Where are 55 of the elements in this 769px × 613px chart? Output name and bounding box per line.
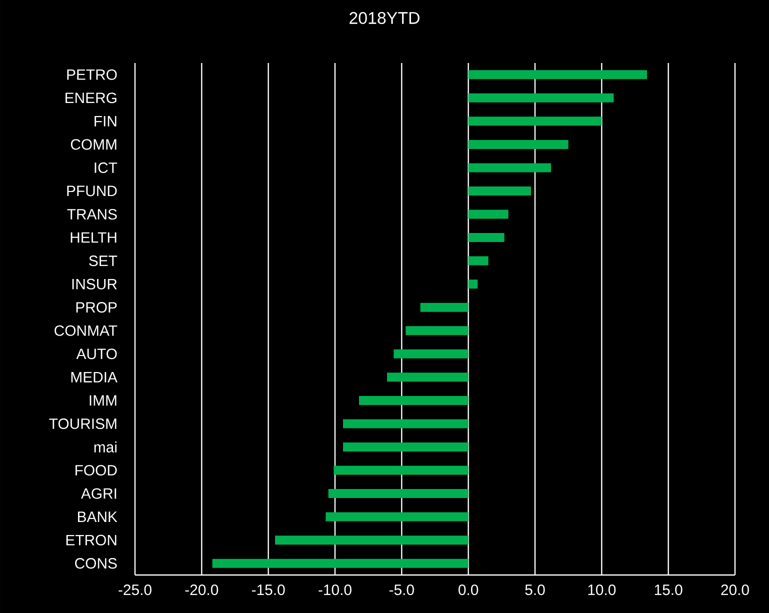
y-tick-label: TRANS [67,208,117,220]
bar [468,140,568,149]
y-tick-label: INSUR [72,278,117,290]
bar [387,372,468,382]
bar [343,442,468,452]
bar [406,326,468,336]
x-tick-label: -15.0 [252,584,285,596]
bar [468,116,602,126]
x-tick-label: 15.0 [654,584,682,596]
y-tick-label: mai [94,442,116,452]
y-tick-label: MEDIA [71,372,118,382]
bar [343,419,468,428]
y-tick-label: AGRI [80,488,116,499]
bar [468,93,614,102]
bar [468,233,504,242]
bar [275,536,468,545]
x-tick-label: -10.0 [318,584,352,596]
y-tick-label: FIN [94,116,116,126]
bar [468,256,488,266]
y-tick-label: TOURISM [49,418,116,430]
bar [212,558,468,568]
y-tick-label: ICT [94,162,118,174]
x-tick-label: 20.0 [721,584,749,596]
bar [468,280,478,289]
bar [359,396,468,405]
bar [468,70,648,80]
bar [334,466,468,475]
bar [328,489,468,498]
y-tick-label: FOOD [76,464,117,476]
x-tick-label: -25.0 [118,584,152,596]
bar [468,210,508,219]
x-tick-label: 10.0 [588,584,616,596]
x-tick-label: -20.0 [185,584,218,596]
bar [394,349,468,358]
y-tick-label: ETRON [66,534,116,546]
y-tick-label: PFUND [67,186,117,196]
y-tick-label: SET [89,256,118,266]
y-tick-label: CONMAT [54,325,118,336]
x-tick-label: 5.0 [525,584,545,596]
bar [326,512,468,522]
y-tick-label: AUTO [76,348,117,360]
y-tick-label: PROP [76,302,117,313]
y-tick-label: ENERG [66,92,116,104]
x-tick-label: 0.0 [458,584,478,596]
x-tick-label: -5.0 [389,584,414,596]
chart-title: 2018YTD [350,12,420,24]
y-tick-label: BANK [78,512,118,522]
bar [468,163,552,172]
y-tick-label: HELTH [70,232,116,243]
y-tick-label: CONS [75,558,117,569]
bar [420,302,468,312]
y-tick-label: PETRO [67,69,117,80]
y-tick-label: COMM [70,139,116,150]
bar [468,186,532,196]
y-tick-label: IMM [90,395,116,406]
